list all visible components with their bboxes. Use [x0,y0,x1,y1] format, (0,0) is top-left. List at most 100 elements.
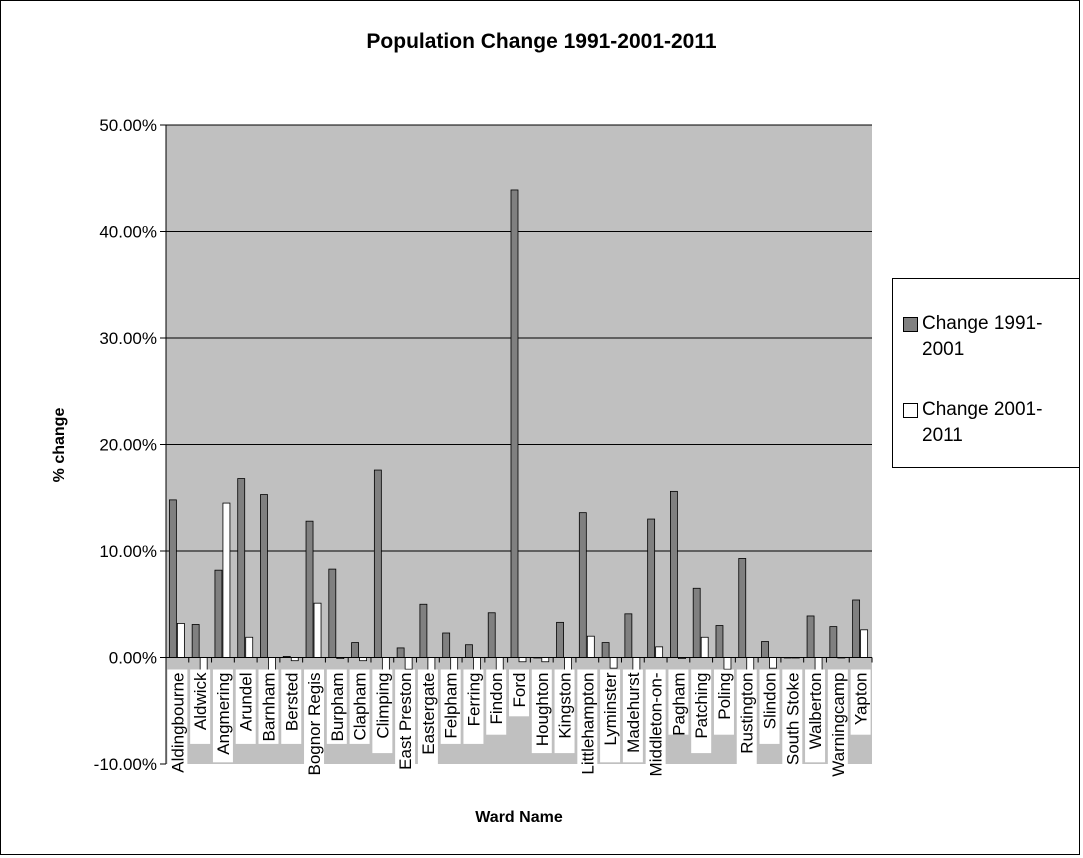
bar-series-2 [860,629,869,658]
x-label-background [531,669,552,754]
bars [168,189,869,674]
x-tick-label: Ford [510,673,529,708]
x-tick-label: Walberton [806,673,825,750]
legend-swatch-series-1 [903,317,918,332]
bar-series-1 [305,520,314,658]
legend-item-series-2: Change 2001-2011 [903,397,1052,449]
y-tick-label: 50.00% [99,116,157,135]
bar-series-1 [715,625,724,658]
bar-series-2 [222,502,231,658]
x-tick-label: Findon [487,673,506,725]
bar-series-1 [373,469,382,658]
x-tick-label: Bognor Regis [305,673,324,776]
bar-series-2 [564,657,572,671]
bar-series-2 [700,636,709,658]
x-label-background [509,669,529,717]
legend-label-series-1: Change 1991-2001 [922,313,1043,360]
bar-series-2 [518,657,527,663]
bar-series-2 [381,657,390,671]
x-axis-label: Ward Name [475,809,563,826]
x-label-background [486,669,507,735]
x-tick-label: Rustington [738,673,757,754]
chart-title: Population Change 1991-2001-2011 [366,30,717,53]
x-tick-label: Burpham [328,673,347,742]
y-axis-label: % change [51,408,68,483]
bar-series-1 [738,558,747,658]
bar-series-1 [328,568,337,658]
bar-series-1 [237,478,246,658]
x-label-background [736,669,757,772]
x-tick-label: Ferring [464,673,483,727]
y-tick-label: 0.00% [109,649,157,668]
bar-series-1 [806,615,815,658]
bar-series-2 [313,602,322,658]
bar-series-1 [442,632,451,658]
y-tick-labels: -10.00% 0.00% 10.00% 20.00% 30.00% 40.00% 50.0… [94,116,157,774]
bar-series-1 [260,494,268,658]
bar-series-2 [723,657,732,670]
bar-series-2 [404,657,413,670]
x-label-background [212,669,233,763]
x-label-background [281,669,302,744]
bar-series-2 [245,636,254,658]
x-tick-labels: Aldingbourne Aldwick Angmering Arundel Barnh… [167,669,871,777]
y-tick-label: 40.00% [99,223,157,242]
x-label-background [235,669,256,744]
bar-series-1 [829,626,838,658]
bar-series-1 [510,189,519,658]
x-tick-label: Clapham [351,673,370,741]
x-label-background [258,669,279,744]
x-tick-label: Climping [373,673,392,739]
x-label-background [600,669,621,763]
x-label-background [782,669,803,776]
y-tick-label: 30.00% [99,329,157,348]
bar-series-2 [746,657,755,671]
x-tick-label: Lyminster [601,672,620,745]
x-tick-label: Warningcamp [829,673,848,777]
bar-series-1 [351,642,359,658]
bar-series-2 [609,657,618,669]
x-tick-label: Felpham [442,673,461,739]
bar-series-2 [586,635,595,658]
x-label-background [554,669,575,754]
x-label-background [622,669,643,763]
x-tick-label: Aldingbourne [168,673,187,773]
bar-series-1 [419,603,428,658]
bar-series-2 [450,657,459,671]
x-label-background [759,669,780,744]
x-tick-label: Bersted [282,673,301,732]
bar-series-1 [168,499,177,658]
x-label-background [850,669,871,735]
bar-series-2 [495,657,504,671]
x-label-background [577,669,598,776]
x-label-background [668,669,689,735]
x-tick-label: South Stoke [783,673,802,766]
x-label-background [190,669,211,744]
bar-series-1 [556,621,564,658]
y-tick-label: 10.00% [99,542,157,561]
x-label-background [827,669,848,776]
x-tick-label: Middleton-on- [647,673,666,777]
x-tick-label: Yapton [852,673,871,726]
bar-series-1 [761,641,769,658]
x-tick-label: East Preston [396,673,415,770]
bar-series-1 [692,587,701,658]
bar-series-1 [601,642,610,658]
bar-series-1 [578,512,587,658]
bar-series-2 [473,657,481,671]
bar-series-1 [647,518,656,658]
x-label-background [645,669,666,776]
x-tick-label: Patching [692,673,711,739]
x-label-background [440,669,461,744]
x-label-background [463,669,484,744]
x-label-background [326,669,347,744]
legend: Change 1991-2001 Change 2001-2011 [892,278,1080,468]
bar-series-2 [176,623,185,658]
bar-series-1 [624,613,633,658]
y-tick-label: 20.00% [99,436,157,455]
bar-series-1 [396,647,405,658]
axes [165,125,873,764]
x-tick-label: Eastergate [419,673,438,755]
bar-series-1 [670,490,678,658]
